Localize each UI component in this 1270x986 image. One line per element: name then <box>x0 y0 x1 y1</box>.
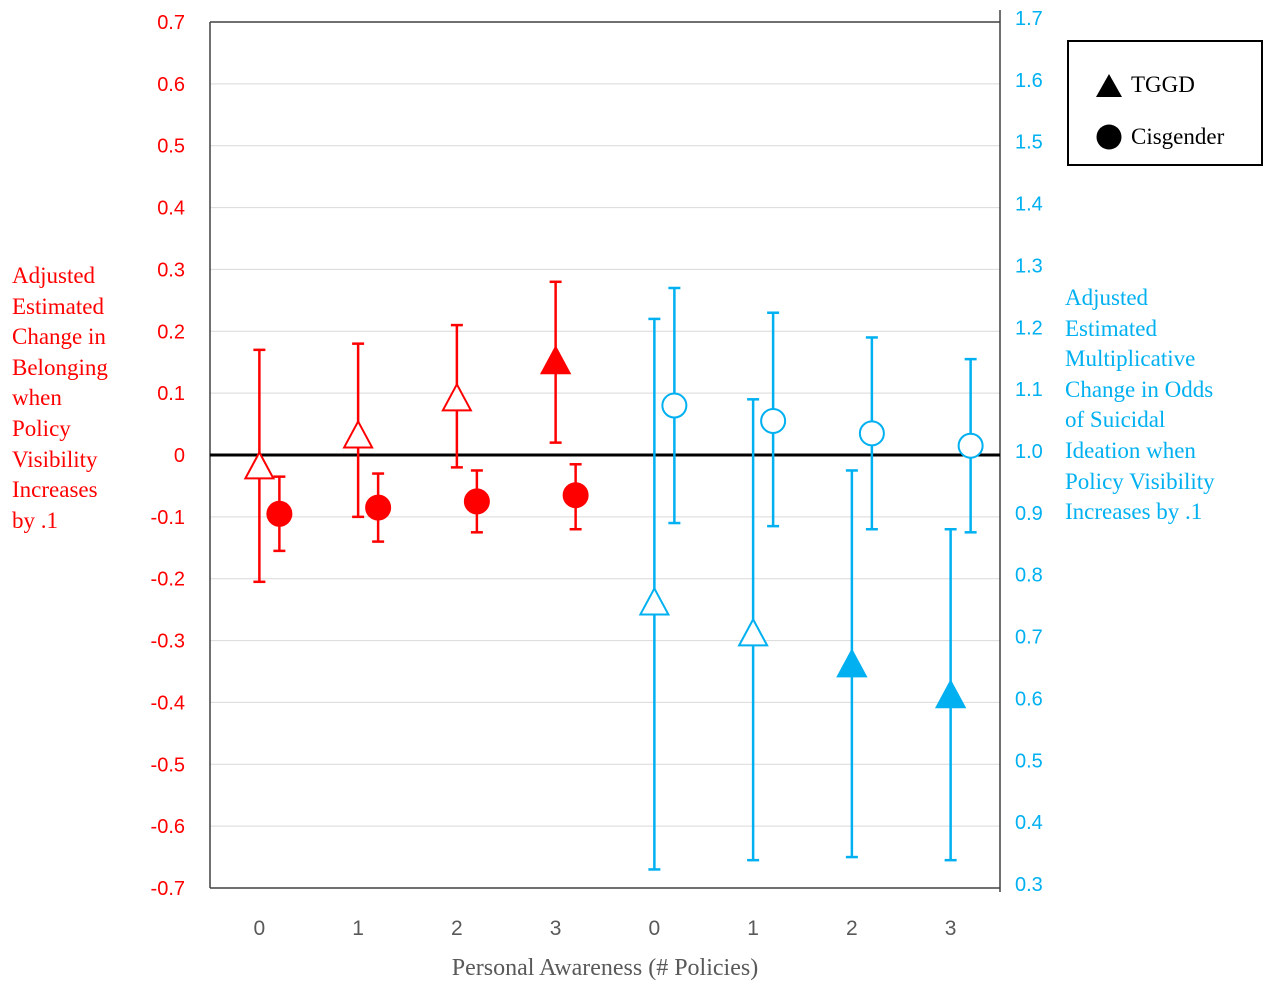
right-axis-ticks: 1.7 1.6 1.5 1.4 1.3 1.2 1.1 1.0 0.9 0.8 0.7 0.6 0.5 0… <box>1015 8 1043 896</box>
right-tick-label: 1.7 <box>1015 8 1043 30</box>
legend-label-tggd: TGGD <box>1131 72 1195 97</box>
point-cisgender <box>562 482 589 509</box>
right-tick-label: 0.5 <box>1015 750 1043 772</box>
right-tick-label: 0.3 <box>1015 874 1043 896</box>
point-cisgender <box>957 432 984 459</box>
point-tggd <box>934 679 967 709</box>
right-tick-label: 0.7 <box>1015 627 1043 649</box>
right-tick-label: 1.1 <box>1015 379 1043 401</box>
x-tick-label: 0 <box>254 917 266 940</box>
left-axis-title: Adjusted Estimated Change in Belonging w… <box>12 263 108 533</box>
left-tick-label: -0.1 <box>151 507 185 529</box>
point-tggd <box>737 617 769 647</box>
point-tggd <box>836 648 868 678</box>
point-cisgender <box>266 500 293 527</box>
circle-icon <box>1096 124 1122 150</box>
right-tick-label: 1.4 <box>1015 194 1043 216</box>
x-axis-ticks: 0 1 2 3 0 1 2 3 <box>254 917 957 940</box>
right-tick-label: 0.9 <box>1015 503 1043 525</box>
left-axis-ticks: 0.7 0.6 0.5 0.4 0.3 0.2 0.1 0 -0.1 -0.2 -0.3 -0.4 -0… <box>151 12 185 900</box>
point-tggd <box>638 586 671 616</box>
left-tick-label: -0.7 <box>151 878 185 900</box>
point-tggd <box>441 382 473 412</box>
legend-item-cisgender: Cisgender <box>1095 122 1224 152</box>
right-tick-label: 0.8 <box>1015 565 1043 587</box>
right-tick-label: 1.6 <box>1015 70 1043 92</box>
point-cisgender <box>365 494 392 521</box>
plot-frame <box>209 10 1001 892</box>
point-cisgender <box>463 488 490 515</box>
x-tick-label: 1 <box>352 917 364 940</box>
x-axis-title: Personal Awareness (# Policies) <box>451 955 759 981</box>
x-tick-label: 2 <box>846 917 858 940</box>
left-tick-label: 0.2 <box>157 321 185 343</box>
point-tggd <box>539 345 572 375</box>
gridlines <box>210 21 1000 889</box>
x-tick-label: 3 <box>945 917 957 940</box>
x-tick-label: 2 <box>451 917 463 940</box>
left-tick-label: 0.4 <box>157 198 185 220</box>
right-tick-label: 1.3 <box>1015 255 1043 277</box>
left-tick-label: -0.4 <box>151 692 185 714</box>
right-tick-label: 1.5 <box>1015 132 1043 154</box>
left-tick-label: 0.7 <box>157 12 185 34</box>
right-tick-label: 0.4 <box>1015 812 1043 834</box>
x-tick-label: 0 <box>649 917 661 940</box>
left-tick-label: 0.1 <box>157 383 185 405</box>
legend: TGGD Cisgender <box>1067 40 1263 166</box>
left-tick-label: 0.5 <box>157 136 185 158</box>
right-tick-label: 1.2 <box>1015 317 1043 339</box>
left-tick-label: -0.2 <box>151 569 185 591</box>
left-tick-label: -0.3 <box>151 631 185 653</box>
right-tick-label: 1.0 <box>1015 441 1043 463</box>
point-cisgender <box>760 407 787 434</box>
point-tggd <box>243 450 276 480</box>
left-tick-label: -0.5 <box>151 754 185 776</box>
left-tick-label: 0 <box>174 445 185 467</box>
legend-label-cisgender: Cisgender <box>1131 124 1225 149</box>
left-tick-label: 0.3 <box>157 259 185 281</box>
point-cisgender <box>858 420 885 447</box>
left-tick-label: 0.6 <box>157 74 185 96</box>
right-tick-label: 0.6 <box>1015 688 1043 710</box>
left-tick-label: -0.6 <box>151 816 185 838</box>
data-marks <box>243 280 984 871</box>
right-axis-title: Adjusted Estimated Multiplicative Change… <box>1065 285 1215 525</box>
point-tggd <box>342 419 374 449</box>
x-tick-label: 1 <box>747 917 759 940</box>
legend-item-tggd: TGGD <box>1095 70 1195 100</box>
x-tick-label: 3 <box>550 917 562 940</box>
point-cisgender <box>661 392 688 419</box>
triangle-icon <box>1096 74 1122 97</box>
